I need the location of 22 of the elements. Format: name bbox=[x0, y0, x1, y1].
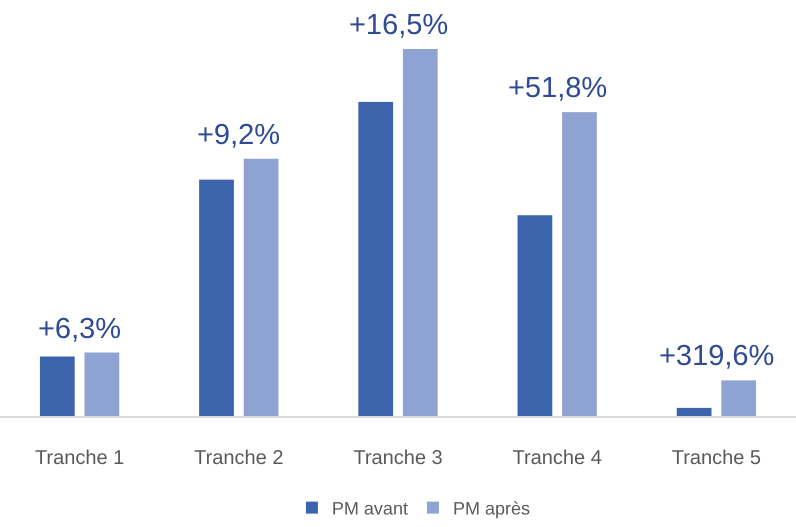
legend-label: PM avant bbox=[332, 498, 408, 519]
bar bbox=[562, 112, 597, 416]
bar bbox=[518, 215, 552, 416]
legend-label: PM après bbox=[452, 498, 530, 519]
x-tick-label: Tranche 2 bbox=[194, 447, 284, 469]
bar bbox=[358, 102, 394, 416]
x-tick-label: Tranche 1 bbox=[34, 447, 124, 469]
bar bbox=[244, 158, 278, 416]
bar bbox=[721, 380, 756, 416]
bar bbox=[199, 180, 234, 416]
annotation: +9,2% bbox=[197, 119, 280, 151]
bar bbox=[40, 356, 75, 416]
annotation: +51,8% bbox=[508, 72, 608, 104]
bar bbox=[84, 352, 120, 416]
x-tick-label: Tranche 5 bbox=[672, 447, 762, 469]
x-tick-label: Tranche 3 bbox=[353, 447, 443, 469]
x-tick-label: Tranche 4 bbox=[512, 447, 602, 469]
annotation: +16,5% bbox=[349, 9, 448, 41]
bar bbox=[402, 49, 438, 416]
annotation: +6,3% bbox=[38, 313, 122, 345]
annotation: +319,6% bbox=[659, 340, 774, 372]
bar bbox=[676, 408, 712, 416]
